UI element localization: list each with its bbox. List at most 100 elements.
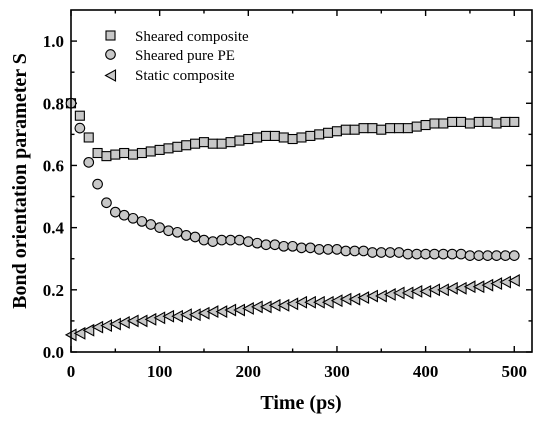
square-point: [83, 132, 94, 143]
circle-point: [340, 245, 352, 257]
circle-point: [216, 234, 228, 246]
square-point: [119, 147, 130, 159]
square-point: [305, 130, 316, 141]
square-point: [367, 123, 378, 134]
triangle-point: [401, 286, 414, 300]
triangle-point: [481, 278, 494, 292]
circle-point: [411, 248, 423, 260]
square-point: [252, 132, 263, 143]
triangle-point: [135, 314, 148, 328]
triangle-point: [419, 284, 432, 298]
y-tick-label: 1.0: [43, 32, 64, 51]
triangle-point: [490, 277, 503, 291]
legend-triangle-marker: [104, 69, 117, 82]
circle-point: [322, 244, 334, 255]
circle-point: [367, 247, 378, 258]
triangle-point: [286, 297, 299, 311]
x-tick-label: 100: [147, 362, 173, 381]
legend-entry-sheared-composite: Sheared composite: [105, 29, 249, 45]
circle-point: [349, 245, 361, 257]
series-1: [65, 97, 520, 261]
series-0: [65, 98, 520, 162]
circle-point: [118, 209, 130, 221]
triangle-point: [109, 317, 121, 331]
circle-point: [296, 242, 307, 254]
circle-point: [358, 245, 369, 257]
square-point: [482, 116, 493, 127]
square-point: [287, 133, 298, 145]
x-tick-labels: 0 100 200 300 400 500: [67, 362, 527, 381]
legend: Sheared composite Sheared pure PE Static…: [104, 29, 249, 84]
circle-point: [251, 237, 263, 249]
circle-point: [172, 226, 183, 238]
triangle-point: [100, 319, 113, 333]
y-axis-title: Bond orientation parameter S: [9, 53, 31, 309]
triangle-point: [233, 303, 245, 317]
square-point: [491, 118, 502, 129]
triangle-point: [384, 288, 396, 301]
square-point: [181, 140, 192, 151]
square-point: [314, 129, 325, 140]
square-point: [225, 137, 236, 148]
legend-entry-sheared-pure-pe: Sheared pure PE: [105, 48, 235, 64]
triangle-point: [321, 295, 334, 309]
circle-point: [331, 244, 343, 255]
x-tick-label: 0: [67, 362, 76, 381]
square-point: [296, 132, 307, 143]
circle-point: [437, 248, 449, 260]
circle-point: [393, 247, 405, 258]
triangle-point: [437, 283, 449, 297]
square-point: [429, 118, 440, 129]
circle-point: [375, 247, 387, 258]
circle-point: [305, 242, 316, 254]
square-point: [438, 118, 449, 129]
circle-point: [101, 197, 112, 209]
series-2: [64, 274, 520, 342]
triangle-point: [454, 281, 467, 295]
square-point: [358, 123, 369, 134]
circle-point: [127, 212, 139, 224]
circle-point: [455, 248, 467, 260]
circle-point: [500, 250, 511, 261]
circle-point: [269, 239, 281, 251]
square-point: [420, 119, 431, 131]
square-point: [101, 151, 112, 162]
y-tick-label: 0.0: [43, 343, 64, 362]
circle-point: [198, 234, 210, 246]
circle-point: [154, 222, 166, 233]
triangle-point: [82, 323, 95, 337]
triangle-point: [144, 312, 157, 326]
circle-point: [242, 236, 254, 247]
square-point: [464, 118, 475, 129]
triangle-point: [357, 291, 370, 305]
square-point: [385, 123, 396, 134]
circle-point: [429, 248, 440, 260]
square-point: [376, 124, 387, 135]
x-tick-label: 200: [236, 362, 262, 381]
square-point: [216, 138, 227, 149]
legend-entry-static-composite: Static composite: [104, 68, 235, 84]
circle-point: [464, 250, 476, 261]
triangle-point: [171, 309, 183, 323]
x-axis-title: Time (ps): [260, 392, 341, 414]
square-point: [243, 133, 254, 145]
triangle-point: [348, 292, 361, 306]
square-point: [456, 116, 467, 127]
legend-circle-marker: [105, 49, 116, 60]
triangle-point: [375, 289, 387, 303]
circle-point: [136, 216, 148, 227]
circle-point: [491, 250, 502, 261]
square-point: [447, 116, 458, 127]
legend-label-sheared-pure-pe: Sheared pure PE: [135, 48, 235, 64]
square-point: [411, 121, 422, 132]
square-point: [269, 130, 280, 141]
circle-point: [278, 240, 290, 252]
square-point: [331, 126, 343, 137]
circle-point: [109, 206, 121, 218]
circle-point: [92, 178, 103, 190]
square-point: [349, 124, 360, 135]
x-tick-label: 300: [324, 362, 350, 381]
square-point: [154, 144, 165, 155]
circle-point: [482, 250, 494, 261]
